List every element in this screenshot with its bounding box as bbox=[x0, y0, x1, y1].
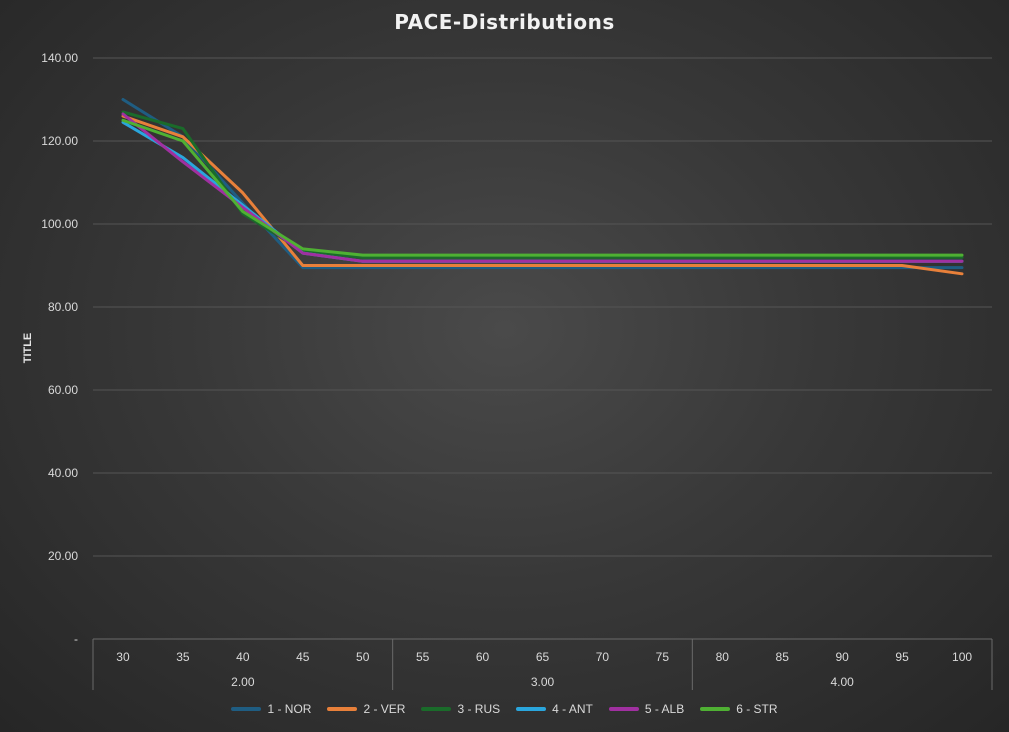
chart-title: PACE-Distributions bbox=[394, 10, 615, 34]
x-tick-label: 90 bbox=[835, 650, 849, 664]
x-tick-label: 70 bbox=[596, 650, 610, 664]
series-line bbox=[121, 110, 964, 259]
series-lines bbox=[121, 98, 964, 276]
series-line bbox=[121, 114, 964, 276]
x-tick-label: 95 bbox=[895, 650, 909, 664]
legend-label: 4 - ANT bbox=[552, 702, 593, 716]
x-tick-label: 65 bbox=[536, 650, 550, 664]
y-tick-label: 120.00 bbox=[41, 134, 78, 148]
legend-swatch bbox=[421, 707, 452, 711]
legend-swatch bbox=[516, 707, 547, 711]
x-tick-label: 45 bbox=[296, 650, 310, 664]
x-tick-label: 50 bbox=[356, 650, 370, 664]
legend-item: 2 - VER bbox=[327, 702, 405, 716]
legend-item: 3 - RUS bbox=[421, 702, 500, 716]
legend-item: 5 - ALB bbox=[608, 702, 685, 716]
series-line bbox=[121, 112, 964, 263]
legend-item: 4 - ANT bbox=[516, 702, 593, 716]
x-tick-label: 80 bbox=[716, 650, 730, 664]
y-tick-label: 100.00 bbox=[41, 217, 78, 231]
gridlines bbox=[93, 57, 992, 640]
line-chart: -20.0040.0060.0080.00100.00120.00140.00 … bbox=[41, 51, 993, 690]
x-tick-label: 85 bbox=[776, 650, 790, 664]
legend-label: 3 - RUS bbox=[457, 702, 501, 716]
y-tick-label: 60.00 bbox=[48, 383, 78, 397]
y-tick-label: 80.00 bbox=[48, 300, 78, 314]
legend-swatch bbox=[231, 707, 262, 711]
legend-swatch bbox=[327, 707, 358, 711]
series-line bbox=[121, 120, 964, 263]
legend: 1 - NOR 2 - VER 3 - RUS 4 - ANT 5 - ALB 6 - S… bbox=[0, 702, 1009, 716]
legend-label: 2 - VER bbox=[363, 702, 406, 716]
x-tick-label: 55 bbox=[416, 650, 430, 664]
x-group-label: 3.00 bbox=[531, 675, 555, 689]
y-tick-label: 140.00 bbox=[41, 51, 78, 65]
series-line bbox=[121, 98, 964, 270]
y-tick-label: 20.00 bbox=[48, 549, 78, 563]
y-tick-label: - bbox=[74, 632, 78, 646]
legend-label: 1 - NOR bbox=[267, 702, 312, 716]
x-tick-label: 30 bbox=[116, 650, 130, 664]
legend-label: 5 - ALB bbox=[644, 702, 685, 716]
x-tick-label: 60 bbox=[476, 650, 490, 664]
x-tick-label: 40 bbox=[236, 650, 250, 664]
legend-item: 6 - STR bbox=[700, 702, 778, 716]
x-tick-label: 100 bbox=[952, 650, 972, 664]
legend-swatch bbox=[608, 707, 639, 711]
x-tick-label: 35 bbox=[176, 650, 190, 664]
legend-swatch bbox=[700, 707, 731, 711]
y-axis-ticks: - 20.00 40.00 60.00 80.00 100.00 120.00 140.00 bbox=[41, 51, 78, 646]
legend-label: 6 - STR bbox=[736, 702, 778, 716]
x-group-label: 4.00 bbox=[830, 675, 854, 689]
series-line bbox=[121, 118, 964, 257]
x-group-label: 2.00 bbox=[231, 675, 255, 689]
legend-item: 1 - NOR bbox=[231, 702, 311, 716]
x-tick-label: 75 bbox=[656, 650, 670, 664]
x-axis: 30 35 40 45 50 55 60 65 70 75 80 85 90 95 100 2.00 3.00 4… bbox=[92, 639, 993, 690]
y-tick-label: 40.00 bbox=[48, 466, 78, 480]
